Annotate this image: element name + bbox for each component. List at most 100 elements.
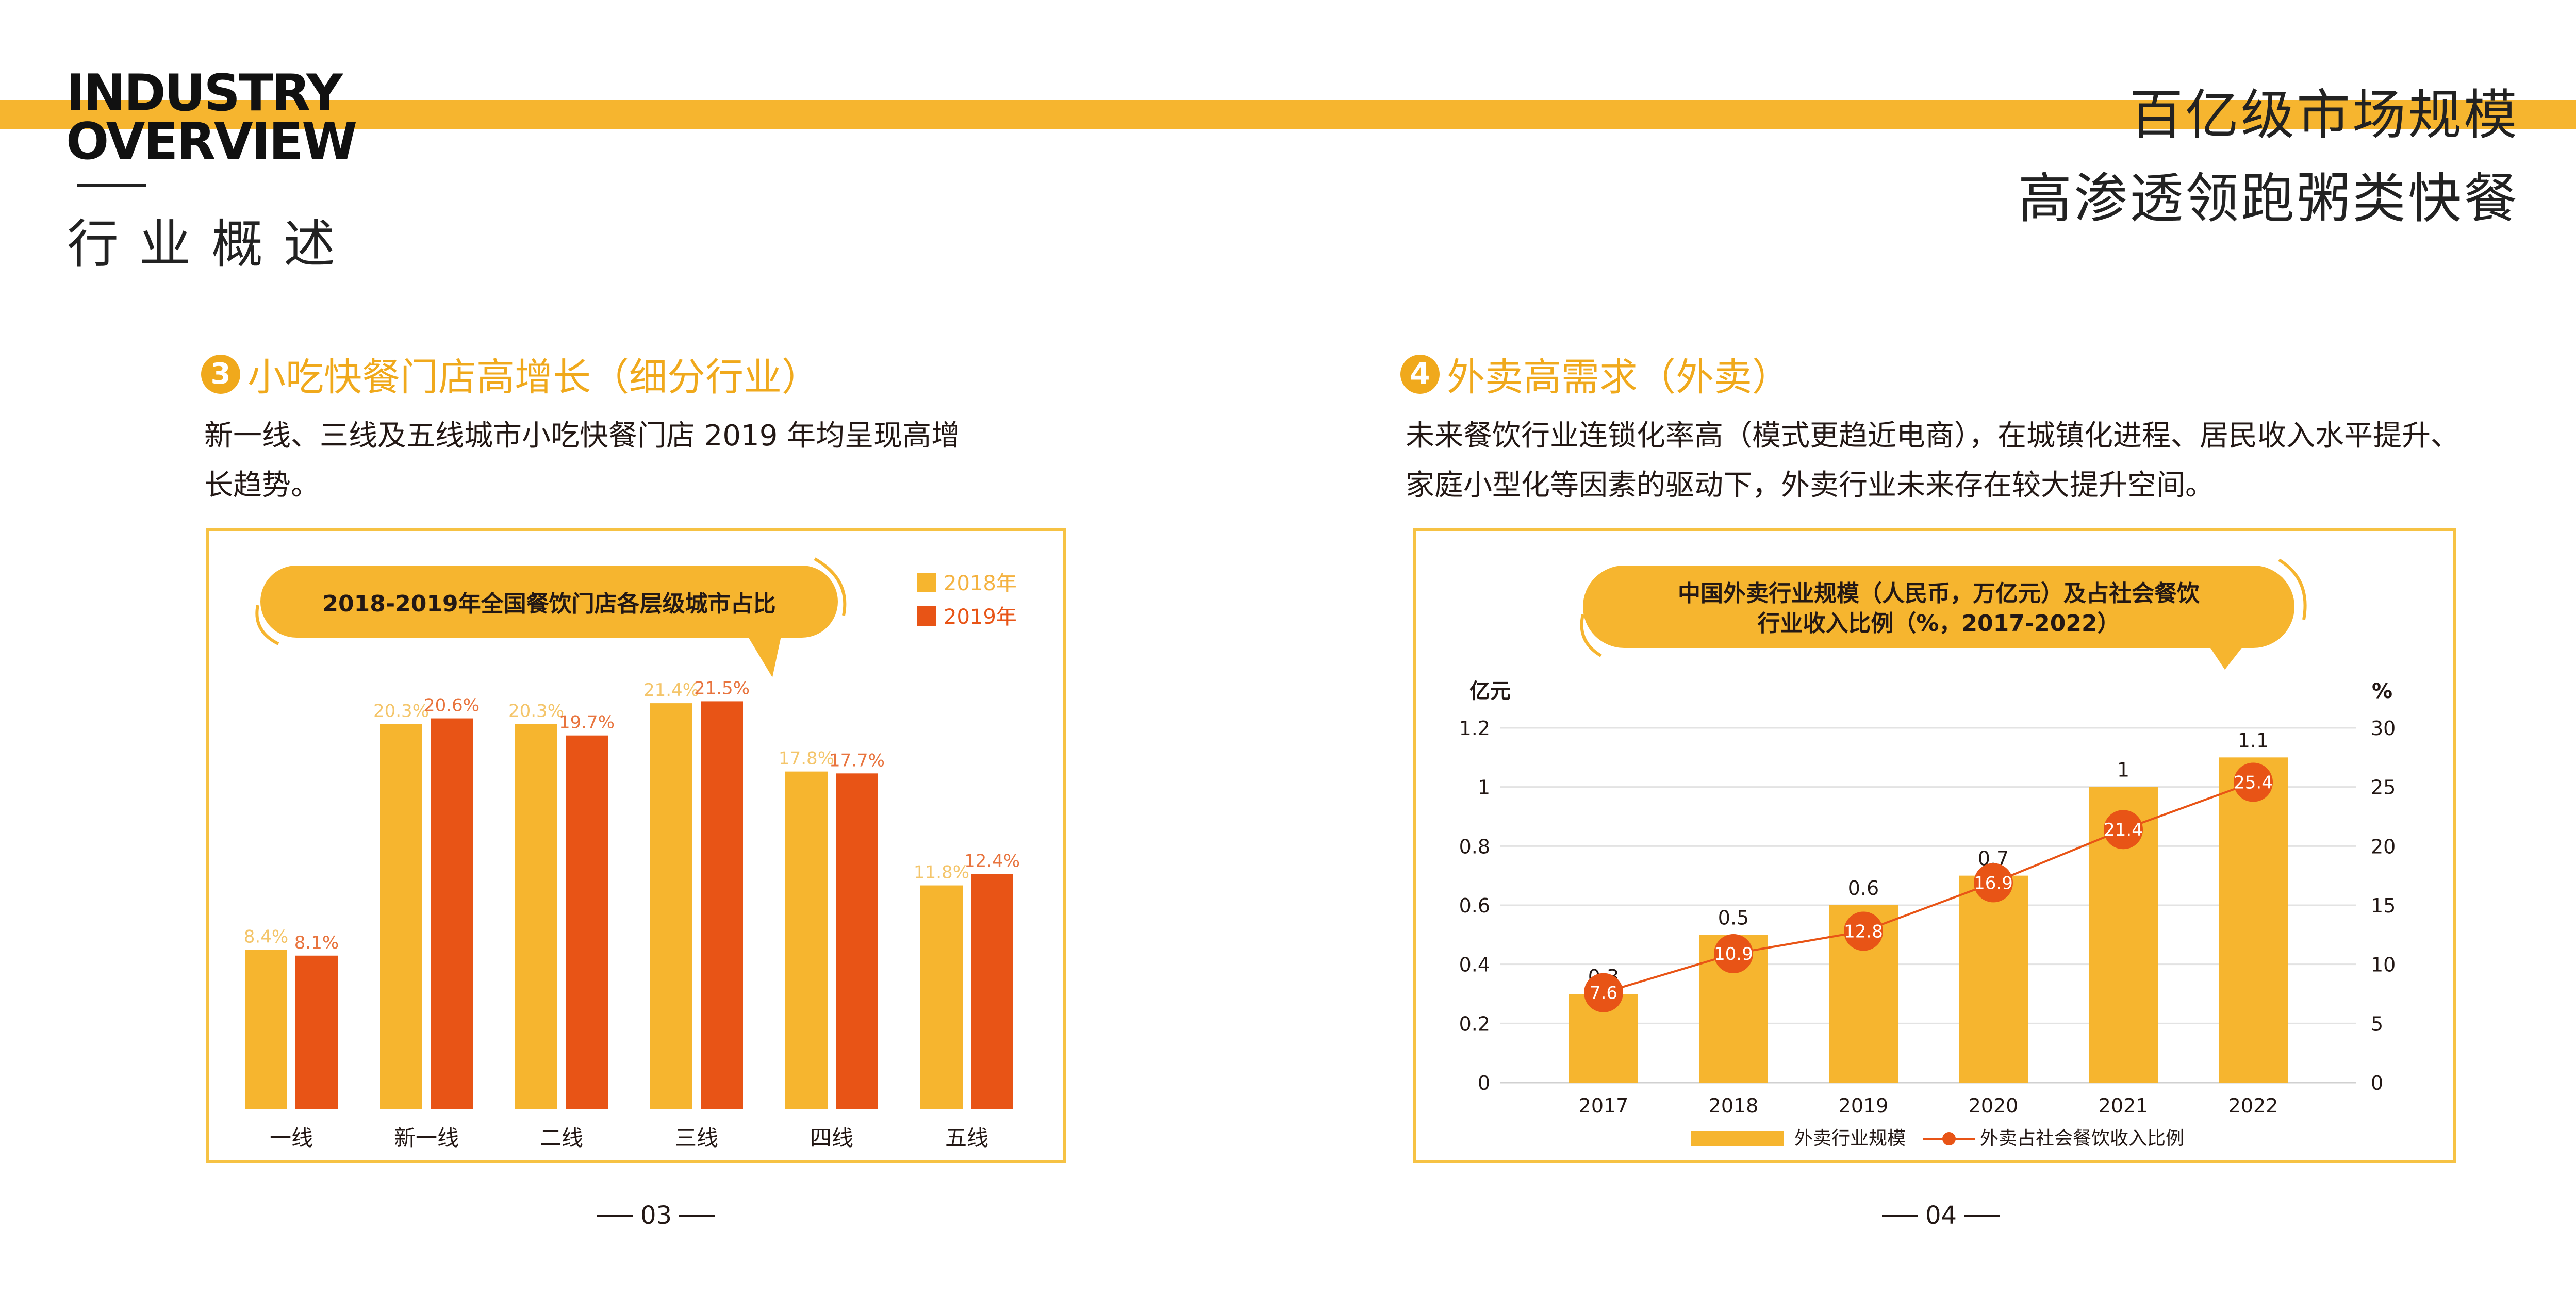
- chart-right-plot: 000.250.4100.6150.8201251.2300.320170.52…: [1459, 717, 2396, 1117]
- section-4-title-text: 外卖高需求（外卖）: [1447, 355, 1790, 400]
- y-right-tick-label: 5: [2371, 1012, 2383, 1035]
- section-number-badge: 3: [201, 354, 240, 394]
- bar-value-label: 20.3%: [373, 701, 429, 722]
- x-tick-label: 五线: [945, 1125, 988, 1151]
- section-4-desc: 未来餐饮行业连锁化率高（模式更趋近电商），在城镇化进程、居民收入水平提升、 家庭…: [1406, 411, 2459, 510]
- x-tick-label: 2022: [2228, 1094, 2278, 1117]
- y-right-tick-label: 20: [2371, 835, 2396, 858]
- page-dash: [597, 1215, 633, 1217]
- chart-right-title-bubble: [1580, 558, 2307, 670]
- line-point-label: 12.8: [1844, 921, 1883, 942]
- bar-value-label: 17.8%: [779, 749, 834, 769]
- y-left-tick-label: 0.4: [1459, 954, 1490, 976]
- chart-left-bars: 8.4% 8.1%一线20.3%20.6%新一线20.3%19.7%二线21.4%…: [244, 678, 1020, 1151]
- x-tick-label: 四线: [810, 1125, 853, 1151]
- bar-2019: [701, 701, 743, 1109]
- bar-value-label: 21.5%: [694, 678, 750, 699]
- bar-value-label: 21.4%: [643, 680, 699, 701]
- bar-value-label: 17.7%: [829, 750, 885, 771]
- y-right-tick-label: 0: [2371, 1072, 2383, 1094]
- chart-right-title-line2: 行业收入比例（%，2017-2022）: [1757, 610, 2120, 637]
- section-3-desc-line1: 新一线、三线及五线城市小吃快餐门店 2019 年均呈现高增: [204, 419, 961, 453]
- legend-label-bar: 外卖行业规模: [1794, 1128, 1906, 1149]
- bar-2018: [380, 724, 422, 1109]
- x-tick-label: 2021: [2099, 1094, 2149, 1117]
- chart-frame-right: [1413, 528, 2456, 1163]
- page-number-right: 04: [1875, 1201, 2007, 1230]
- section-number-badge: 4: [1400, 354, 1440, 394]
- x-tick-label: 2020: [1969, 1094, 2019, 1117]
- bar-value-label: 12.4%: [964, 851, 1020, 871]
- bar-value-label: 0.6: [1848, 877, 1879, 900]
- bar-2018: [650, 703, 692, 1109]
- bar-2018: [785, 771, 828, 1109]
- chart-right: 中国外卖行业规模（人民币，万亿元）及占社会餐饮 行业收入比例（%，2017-20…: [1459, 558, 2396, 1149]
- brand-divider: [77, 184, 146, 187]
- x-tick-label: 三线: [675, 1125, 718, 1151]
- brand-title-line1: INDUSTRY: [66, 64, 343, 123]
- page-number-text: 04: [1925, 1201, 1957, 1230]
- page-dash: [1882, 1215, 1918, 1217]
- section-3-title: 3 小吃快餐门店高增长（细分行业）: [201, 346, 820, 402]
- y-left-tick-label: 1.2: [1459, 717, 1490, 740]
- y-left-tick-label: 0.2: [1459, 1012, 1490, 1035]
- page-dash: [679, 1215, 716, 1217]
- y-right-axis-unit: %: [2372, 679, 2392, 703]
- y-right-tick-label: 30: [2371, 717, 2396, 740]
- legend-marker-swatch: [1942, 1132, 1956, 1145]
- y-left-axis-unit: 亿元: [1469, 679, 1511, 703]
- page-number-text: 03: [640, 1201, 672, 1230]
- legend-label-line: 外卖占社会餐饮收入比例: [1980, 1128, 2184, 1149]
- line-share-series: [1603, 781, 2254, 994]
- bar-2019: [971, 874, 1013, 1109]
- page-dash: [1964, 1215, 2001, 1217]
- chart-left-title-bubble: [255, 557, 847, 677]
- legend-swatch-2019: [917, 606, 936, 626]
- bar-2018: [515, 724, 557, 1109]
- y-left-tick-label: 0.8: [1459, 835, 1490, 858]
- y-left-tick-label: 0.6: [1459, 894, 1490, 917]
- brand-title-line2: OVERVIEW: [66, 112, 357, 171]
- section-4-desc-line2: 家庭小型化等因素的驱动下，外卖行业未来存在较大提升空间。: [1406, 469, 2214, 502]
- bar-market-size: [2219, 757, 2288, 1083]
- bar-2019: [836, 773, 878, 1109]
- bar-2018: [245, 950, 287, 1109]
- bar-value-label: 1.1: [2238, 729, 2269, 752]
- bar-value-label: 1: [2117, 759, 2129, 781]
- line-point-label: 7.6: [1590, 983, 1617, 1004]
- bar-2018: [920, 885, 963, 1109]
- line-point: [2104, 810, 2143, 850]
- line-point: [1844, 911, 1883, 951]
- x-tick-label: 2019: [1839, 1094, 1889, 1117]
- bar-value-label: 8.1%: [294, 933, 339, 953]
- bar-value-label: 20.3%: [508, 701, 564, 722]
- line-point-label: 25.4: [2234, 772, 2273, 793]
- x-tick-label: 2018: [1709, 1094, 1759, 1117]
- x-tick-label: 2017: [1579, 1094, 1629, 1117]
- bar-value-label: 20.6%: [424, 695, 480, 716]
- chart-right-title-line1: 中国外卖行业规模（人民币，万亿元）及占社会餐饮: [1678, 580, 2200, 607]
- legend-label-2019: 2019年: [944, 605, 1017, 629]
- section-4-title: 4 外卖高需求（外卖）: [1400, 346, 1790, 402]
- line-point-label: 21.4: [2104, 820, 2143, 840]
- legend-label-2018: 2018年: [944, 572, 1017, 595]
- line-point: [1714, 934, 1753, 974]
- page-number-left: 03: [590, 1201, 722, 1230]
- legend-swatch-2018: [917, 573, 936, 592]
- chart-left-title: 2018-2019年全国餐饮门店各层级城市占比: [322, 591, 775, 617]
- header-accent-stripe: [0, 100, 2576, 129]
- section-3-desc: 新一线、三线及五线城市小吃快餐门店 2019 年均呈现高增 长趋势。: [204, 411, 960, 510]
- y-left-tick-label: 1: [1478, 776, 1490, 799]
- line-point-label: 16.9: [1974, 873, 2013, 893]
- line-point-label: 10.9: [1714, 944, 1753, 965]
- y-right-tick-label: 15: [2371, 894, 2396, 917]
- bar-value-label: 19.7%: [559, 712, 615, 733]
- line-point: [1584, 973, 1623, 1012]
- brand-subtitle: 行业概述: [67, 214, 356, 274]
- section-4-desc-line1: 未来餐饮行业连锁化率高（模式更趋近电商），在城镇化进程、居民收入水平提升、: [1406, 419, 2459, 453]
- headline-2: 高渗透领跑粥类快餐: [2018, 167, 2519, 230]
- x-tick-label: 二线: [540, 1125, 583, 1151]
- headline-1: 百亿级市场规模: [2129, 84, 2519, 146]
- x-tick-label: 新一线: [394, 1125, 459, 1151]
- bar-market-size: [1959, 875, 2028, 1083]
